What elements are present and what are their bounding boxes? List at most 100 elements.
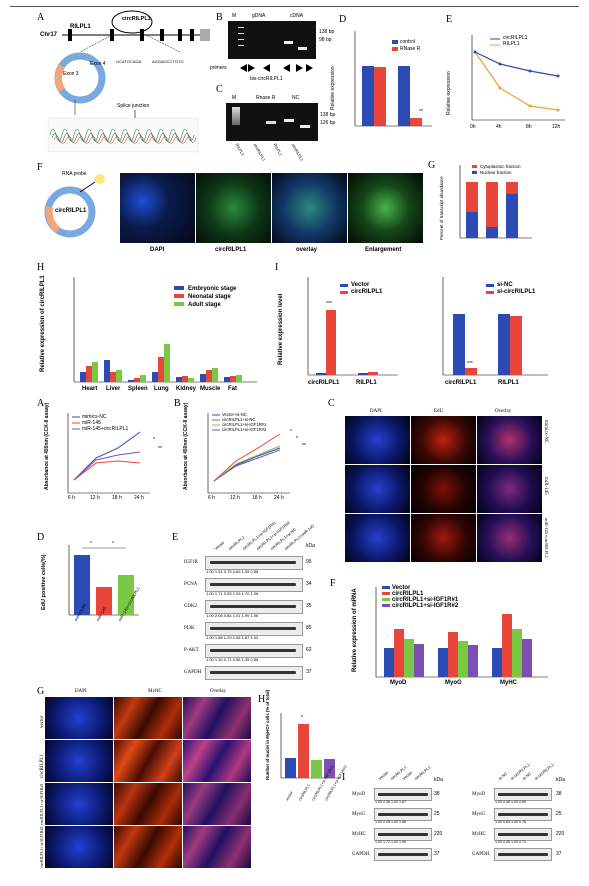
panel-letter: G (37, 686, 45, 697)
legend-f: Vector (392, 585, 411, 591)
lane-label: RILPL1 (272, 142, 284, 157)
row-label: mimics-NC (543, 420, 548, 444)
blot-vals: 1.00 1.30 0.71 0.58 1.35 0.56 (206, 657, 259, 662)
protein-name: CDK2 (184, 604, 198, 609)
protein-name: PI3K (184, 626, 195, 631)
blot-cdk2 (205, 600, 303, 614)
kd-il: 37 (434, 851, 440, 857)
chart-i (307, 277, 548, 376)
image-dapi (120, 173, 195, 243)
xtick-h: Liver (106, 386, 121, 392)
lane-ir: si-NC (497, 770, 509, 782)
legend-rnaser: RNase R (400, 46, 421, 52)
vals-il: 1.00 1.72 1.00 1.59 (375, 840, 406, 844)
kd-val: 37 (306, 669, 312, 675)
chart-lower-b (207, 413, 290, 494)
xtick: 24 h (134, 495, 144, 501)
row-g: circRILPL1+ si-IGF1R#2 (39, 826, 44, 868)
sig-i-right: *** (467, 361, 473, 367)
protein-il: MyoD (352, 792, 366, 797)
col-dapi: DAPI (370, 409, 382, 414)
sig-i-left: *** (326, 301, 332, 307)
lane-ir: si-NC (521, 770, 533, 782)
panel-letter: H (258, 694, 266, 705)
legend-rilpl1: RILPL1 (503, 41, 520, 47)
ylabel-lower-b: Absorbance at 450nm (CCK-8 assay) (183, 402, 189, 490)
muscle-bars (200, 368, 218, 382)
gel-image-c (226, 103, 318, 141)
protein-name: P-AKT (184, 648, 199, 653)
bp-98: 98 bp (319, 37, 332, 43)
myhc-img (45, 697, 113, 739)
panel-letter: C (328, 398, 335, 409)
bp-126-c: 126 bp (320, 120, 336, 126)
blot-ir (494, 808, 552, 821)
xtick-f: MyoG (445, 680, 462, 686)
sig-b: * (290, 429, 292, 435)
lane-il: Vector (377, 769, 390, 782)
xtick: 6 h (68, 495, 75, 501)
ylabel-e: Relative expression (446, 71, 452, 115)
legend-f: circRILPL1+si-IGF1R#1 (392, 597, 459, 603)
ylabel-lower-h: Number of nuclei in MyHC+ cells (% of to… (265, 689, 270, 780)
legend-b: circRILPL1+si-IGF1R#1 (222, 422, 267, 427)
xtick-h: Heart (82, 386, 98, 392)
xtick-h: vector (285, 790, 294, 802)
heart-bars (80, 362, 98, 382)
rnaser-label: Rnase R (256, 95, 276, 101)
chromosome-label: Chr17 (40, 32, 58, 38)
row-g: circRILPL1 (40, 754, 45, 778)
kd-ir: 37 (556, 851, 562, 857)
panel-letter: D (37, 532, 45, 543)
myhc-img (114, 740, 182, 782)
col-overlay: Overlay (495, 409, 512, 414)
legend-cyto: Cytoplasmic fraction (480, 164, 521, 169)
xtick-e: 8h (526, 124, 532, 130)
xtick-h: Kidney (176, 386, 197, 392)
legend-b: circRILPL1+si-IGF1R#2 (222, 427, 267, 432)
blot-il (374, 808, 432, 821)
myhc-img (45, 826, 113, 868)
lane-il: circRILPL1 (413, 764, 432, 782)
junction-seq-right: AGGAGCCTGTG (152, 59, 184, 64)
circ-label: circRILPL1 (122, 16, 151, 22)
kd-il: 38 (434, 791, 440, 797)
kda-e: kDa (306, 543, 315, 549)
splice-junction-label: Splice junction (117, 103, 150, 109)
panel-letter: H (37, 262, 45, 273)
edu-img (345, 465, 410, 513)
img-label-dapi: DAPI (150, 247, 165, 253)
sig-h: * (301, 715, 303, 721)
row-label: miR-145+circRILPL1 (544, 518, 549, 559)
gdna-label: gDNA (252, 13, 266, 19)
xtick: 18 h (112, 495, 122, 501)
bar-circ-rnaser (374, 67, 386, 126)
kd-il: 220 (434, 831, 443, 837)
vals-il: 1.00 2.36 1.00 1.67 (375, 800, 406, 804)
blot-igf1r (205, 556, 303, 570)
sig-a: ** (158, 446, 162, 452)
junction-seq-left: GCATGCAGA (116, 59, 142, 64)
legend-f: circRILPL1+si-IGF1R#2 (392, 603, 459, 609)
blot-il (374, 848, 432, 861)
kidney-bars (176, 376, 194, 382)
image-overlay (272, 173, 347, 243)
xtick-h: Fat (228, 386, 237, 392)
ylabel-lower-f: Relative expression of mRNA (352, 588, 358, 672)
lane-il: Vector (401, 769, 414, 782)
panel-letter: I (342, 772, 346, 783)
panel-letter: C (216, 84, 223, 95)
page-top-rule (10, 6, 579, 7)
blot-il (374, 788, 432, 801)
blot-ir (494, 788, 552, 801)
myhc-img (114, 783, 182, 825)
col-g: Overlay (210, 689, 227, 694)
legend-vector: Vector (351, 282, 370, 288)
kd-ir: 220 (556, 831, 565, 837)
kda-il: kDa (434, 777, 443, 783)
sig-d-lower: * (90, 541, 92, 547)
xtick: 18 h (252, 495, 262, 501)
kd-val: 62 (306, 647, 312, 653)
legend-sicirc: si-circRILPL1 (497, 289, 536, 295)
xtick-i: RILPL1 (498, 380, 519, 386)
